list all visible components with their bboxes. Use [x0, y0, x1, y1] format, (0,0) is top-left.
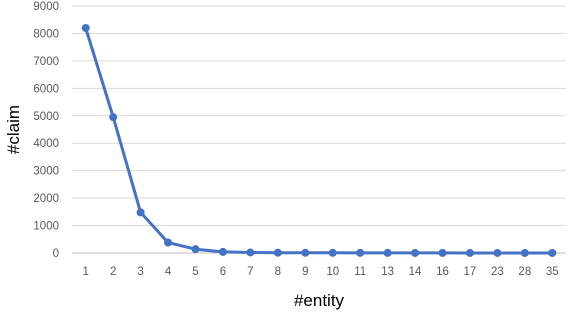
- x-tick-labels: 1 2 3 4 5 6 7 8 9 10 11 13 14 16 17 23 28 35: [83, 266, 559, 278]
- y-tick-label: 0: [53, 248, 59, 260]
- x-tick-label: 7: [247, 266, 253, 278]
- data-point: [273, 248, 282, 257]
- data-point: [109, 113, 118, 122]
- x-tick-label: 13: [381, 266, 394, 278]
- data-point: [520, 248, 529, 257]
- y-tick-label: 4000: [33, 138, 59, 150]
- data-point: [411, 248, 420, 257]
- y-tick-label: 8000: [33, 28, 59, 40]
- data-point: [301, 248, 310, 257]
- x-tick-label: 16: [436, 266, 449, 278]
- data-point: [465, 248, 474, 257]
- series-claims: [81, 23, 557, 257]
- x-tick-label: 4: [165, 266, 172, 278]
- y-tick-label: 5000: [33, 111, 59, 123]
- gridlines: [72, 5, 566, 227]
- data-point: [328, 248, 337, 257]
- y-tick-label: 6000: [33, 83, 59, 95]
- data-point: [246, 248, 255, 257]
- y-tick-label: 9000: [33, 1, 59, 13]
- data-point: [164, 238, 173, 247]
- x-tick-label: 8: [275, 266, 281, 278]
- y-tick-label: 3000: [33, 166, 59, 178]
- y-tick-labels: 0 1000 2000 3000 4000 5000 6000 7000 8000 9000: [33, 1, 59, 260]
- x-axis-title: #entity: [294, 291, 345, 310]
- x-tick-label: 3: [137, 266, 143, 278]
- x-tick-label: 9: [302, 266, 308, 278]
- y-tick-label: 2000: [33, 193, 59, 205]
- x-tick-label: 28: [518, 266, 531, 278]
- x-tick-label: 6: [220, 266, 226, 278]
- x-tick-label: 11: [354, 266, 366, 278]
- x-tick-label: 23: [491, 266, 504, 278]
- x-tick-label: 1: [83, 266, 89, 278]
- x-tick-label: 5: [192, 266, 198, 278]
- x-tick-label: 35: [546, 266, 559, 278]
- series-line: [84, 26, 554, 255]
- data-point: [218, 247, 227, 256]
- data-point: [438, 248, 447, 257]
- data-point: [136, 208, 145, 217]
- x-tick-label: 14: [409, 266, 422, 278]
- y-axis-title: #claim: [4, 105, 23, 154]
- y-tick-label: 1000: [33, 221, 59, 233]
- data-point: [191, 245, 200, 254]
- data-point: [81, 23, 90, 32]
- y-tick-label: 7000: [33, 56, 59, 68]
- x-tick-label: 10: [326, 266, 339, 278]
- data-point: [356, 248, 365, 257]
- data-point: [383, 248, 392, 257]
- data-point: [548, 248, 557, 257]
- data-point: [493, 248, 502, 257]
- x-tick-label: 17: [464, 266, 477, 278]
- x-tick-label: 2: [110, 266, 116, 278]
